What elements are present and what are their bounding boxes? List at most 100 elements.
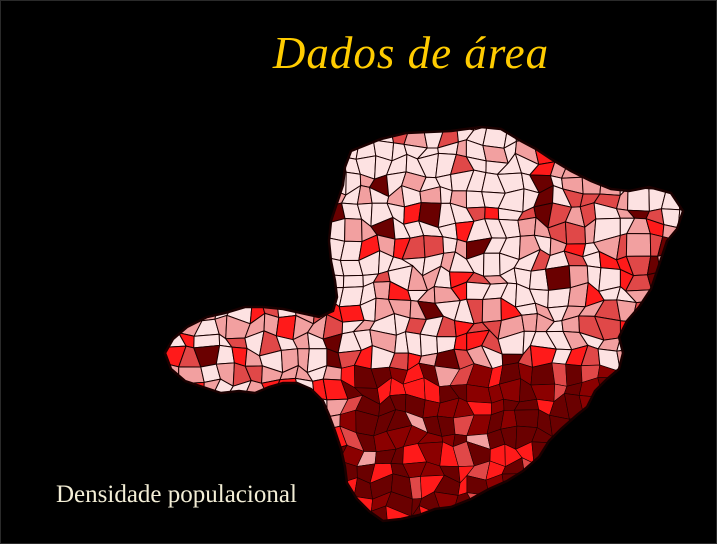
municipality-cell xyxy=(295,176,316,191)
municipality-cell xyxy=(517,495,541,517)
municipality-cell xyxy=(313,282,328,301)
municipality-cell xyxy=(619,127,630,145)
municipality-cell xyxy=(503,530,521,531)
municipality-cell xyxy=(257,218,283,238)
municipality-cell xyxy=(257,207,283,221)
municipality-cell xyxy=(297,153,313,179)
municipality-cell xyxy=(664,303,682,325)
municipality-cell xyxy=(665,173,683,190)
municipality-cell xyxy=(151,282,154,305)
municipality-cell xyxy=(609,475,633,500)
municipality-cell xyxy=(322,217,346,242)
municipality-cell xyxy=(594,127,621,146)
municipality-cell xyxy=(261,289,285,308)
municipality-cell xyxy=(608,493,633,515)
municipality-cell xyxy=(210,433,237,448)
municipality-cell xyxy=(538,505,557,521)
municipality-cell xyxy=(257,156,280,180)
municipality-cell xyxy=(642,398,661,415)
municipality-cell xyxy=(165,280,187,308)
slide-title: Dados de área xyxy=(272,28,550,78)
municipality-cell xyxy=(179,526,201,531)
municipality-cell xyxy=(165,240,172,256)
municipality-cell xyxy=(677,529,691,531)
municipality-cell xyxy=(243,269,268,291)
municipality-cell xyxy=(676,127,683,133)
municipality-cell xyxy=(291,111,316,117)
municipality-cell xyxy=(596,441,618,464)
municipality-cell xyxy=(265,511,284,521)
municipality-cell xyxy=(202,427,212,453)
municipality-cell xyxy=(177,301,203,322)
municipality-cell xyxy=(642,364,665,381)
municipality-cell xyxy=(151,523,156,531)
municipality-cell xyxy=(279,514,296,521)
municipality-cell xyxy=(178,393,205,419)
municipality-cell xyxy=(224,187,252,211)
municipality-cell xyxy=(165,411,171,437)
municipality-cell xyxy=(513,127,536,134)
municipality-cell xyxy=(228,267,251,293)
municipality-cell xyxy=(651,283,667,305)
municipality-cell xyxy=(279,217,301,241)
municipality-cell xyxy=(537,494,557,510)
municipality-cell xyxy=(178,412,204,436)
municipality-cell xyxy=(599,169,621,196)
municipality-cell xyxy=(290,445,309,467)
municipality-cell xyxy=(165,204,174,226)
municipality-cell xyxy=(274,522,297,531)
municipality-cell xyxy=(596,524,617,531)
municipality-cell xyxy=(404,331,422,357)
municipality-cell xyxy=(165,216,173,243)
municipality-cell xyxy=(435,127,458,129)
municipality-cell xyxy=(151,238,154,256)
municipality-cell xyxy=(229,529,250,532)
municipality-cell xyxy=(642,508,665,521)
municipality-cell xyxy=(610,522,631,531)
municipality-cell xyxy=(288,409,314,431)
municipality-cell xyxy=(213,525,233,531)
municipality-cell xyxy=(165,264,167,293)
municipality-cell xyxy=(658,269,683,285)
municipality-cell xyxy=(309,136,328,156)
municipality-cell xyxy=(197,445,220,467)
municipality-cell xyxy=(307,250,328,276)
municipality-cell xyxy=(601,510,610,521)
municipality-cell xyxy=(658,129,683,147)
municipality-cell xyxy=(323,111,348,115)
municipality-cell xyxy=(577,510,605,521)
municipality-cell xyxy=(641,331,668,352)
municipality-cell xyxy=(562,473,588,496)
municipality-cell xyxy=(615,127,631,128)
municipality-cell xyxy=(295,127,317,130)
municipality-cell xyxy=(629,409,652,437)
municipality-cell xyxy=(261,127,285,145)
municipality-cell xyxy=(151,394,153,414)
municipality-cell xyxy=(193,153,215,174)
municipality-cell xyxy=(628,459,647,482)
municipality-cell xyxy=(213,137,237,158)
municipality-cell xyxy=(593,411,622,430)
municipality-cell xyxy=(151,114,155,129)
municipality-cell xyxy=(648,300,669,321)
municipality-cell xyxy=(214,187,233,212)
municipality-cell xyxy=(178,366,205,385)
municipality-cell xyxy=(583,413,604,433)
municipality-cell xyxy=(616,299,638,323)
municipality-cell xyxy=(196,185,217,212)
municipality-cell xyxy=(576,143,602,158)
municipality-cell xyxy=(662,508,683,521)
municipality-cell xyxy=(246,443,267,464)
municipality-cell xyxy=(291,250,311,276)
municipality-cell xyxy=(228,111,249,114)
municipality-cell xyxy=(520,524,539,531)
municipality-cell xyxy=(209,409,232,436)
municipality-cell xyxy=(178,505,202,521)
municipality-cell xyxy=(596,462,610,481)
municipality-cell xyxy=(657,378,683,403)
municipality-cell xyxy=(166,508,180,521)
municipality-cell xyxy=(243,250,268,273)
municipality-cell xyxy=(658,414,682,435)
municipality-cell xyxy=(372,280,391,300)
municipality-cell xyxy=(673,329,683,357)
